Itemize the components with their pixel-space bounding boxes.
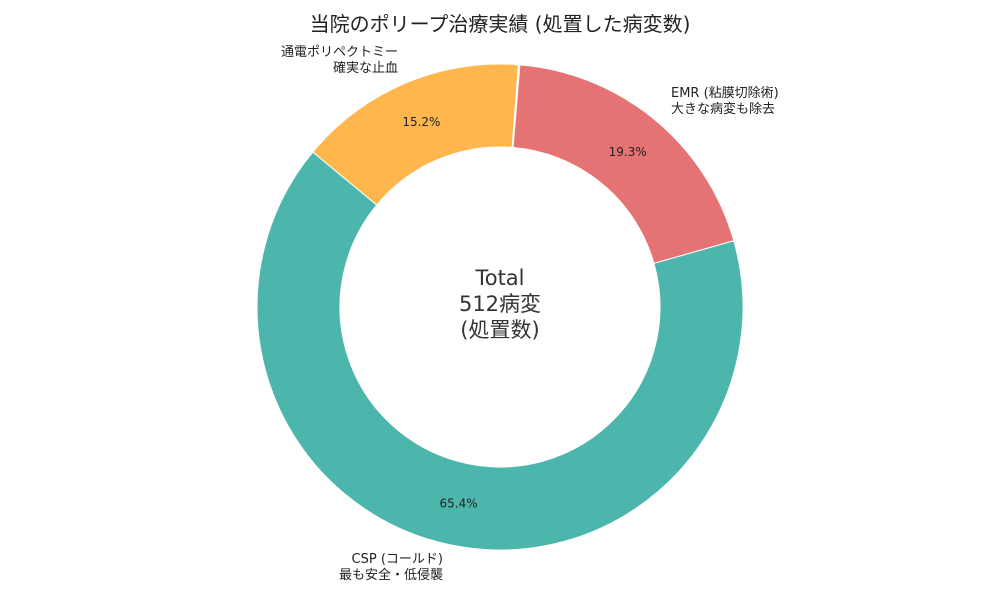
center-line-1: Total [475, 266, 525, 290]
slice-label-polypectomy-line1: 通電ポリペクトミー [280, 45, 398, 60]
chart-title: 当院のポリープ治療実績 (処置した病変数) [309, 12, 691, 36]
slice-label-polypectomy-line2: 確実な止血 [332, 61, 398, 76]
center-line-2: 512病変 [458, 292, 542, 316]
center-text: Total 512病変 (処置数) [400, 265, 600, 343]
slice-label-polypectomy: 通電ポリペクトミー 確実な止血 [281, 45, 398, 77]
percent-label: 15.2% [402, 115, 440, 129]
percent-label: 65.4% [439, 497, 477, 511]
slice-label-emr-line2: 大きな病変も除去 [671, 102, 776, 117]
center-line-3: (処置数) [460, 318, 540, 342]
slice-label-csp-line2: 最も安全・低侵襲 [338, 568, 443, 583]
slice-label-emr-line1: EMR (粘膜切除術) [671, 86, 779, 101]
slice-label-csp: CSP (コールド) 最も安全・低侵襲 [339, 552, 443, 584]
donut-slice [312, 63, 519, 206]
slice-label-emr: EMR (粘膜切除術) 大きな病変も除去 [671, 86, 779, 118]
slice-label-csp-line1: CSP (コールド) [351, 552, 443, 567]
percent-label: 19.3% [609, 145, 647, 159]
donut-slice [256, 151, 744, 551]
